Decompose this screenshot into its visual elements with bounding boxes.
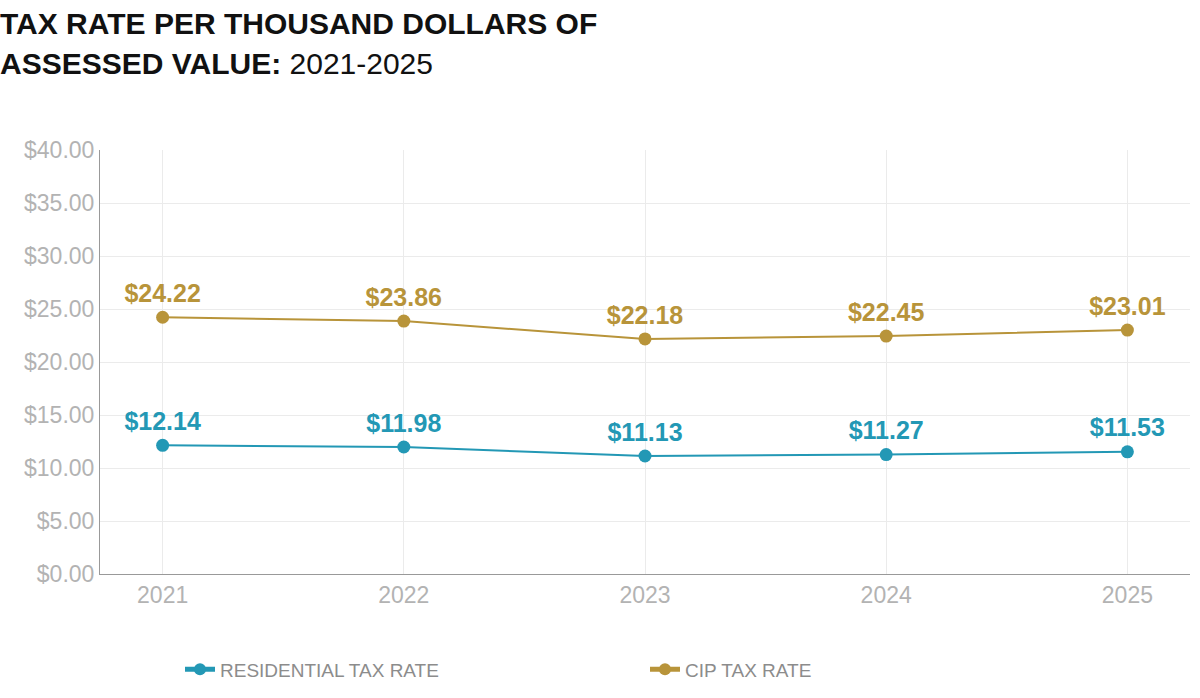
svg-text:$11.27: $11.27 bbox=[849, 416, 924, 444]
html-text:TAX RATE PER THOUSAND DOLLARS: TAX RATE PER THOUSAND DOLLARS OF ASSESSE… bbox=[0, 7, 598, 80]
svg-text:$22.18: $22.18 bbox=[607, 301, 684, 329]
svg-text:$11.98: $11.98 bbox=[366, 409, 441, 437]
svg-text:CIP TAX RATE: CIP TAX RATE bbox=[685, 660, 811, 681]
svg-text:$40.00: $40.00 bbox=[24, 137, 94, 163]
svg-text:$12.14: $12.14 bbox=[124, 407, 201, 435]
svg-text:2022: 2022 bbox=[378, 582, 429, 608]
svg-text:2021: 2021 bbox=[137, 582, 188, 608]
svg-text:2023: 2023 bbox=[619, 582, 670, 608]
svg-text:$0.00: $0.00 bbox=[37, 561, 95, 587]
svg-text:$25.00: $25.00 bbox=[24, 296, 94, 322]
svg-text:$35.00: $35.00 bbox=[24, 190, 94, 216]
svg-text:$22.45: $22.45 bbox=[848, 298, 925, 326]
svg-text:$24.22: $24.22 bbox=[124, 279, 200, 307]
svg-text:$5.00: $5.00 bbox=[37, 508, 95, 534]
svg-text:$30.00: $30.00 bbox=[24, 243, 94, 269]
svg-text:$15.00: $15.00 bbox=[24, 402, 94, 428]
svg-text:$23.86: $23.86 bbox=[366, 283, 442, 311]
svg-text:$10.00: $10.00 bbox=[24, 455, 94, 481]
svg-text:2025: 2025 bbox=[1102, 582, 1153, 608]
svg-text:$23.01: $23.01 bbox=[1089, 292, 1166, 320]
svg-text:RESIDENTIAL TAX RATE: RESIDENTIAL TAX RATE bbox=[220, 660, 439, 681]
svg-text:2024: 2024 bbox=[861, 582, 912, 608]
svg-text:$11.13: $11.13 bbox=[607, 418, 682, 446]
svg-text:$11.53: $11.53 bbox=[1090, 413, 1165, 441]
svg-text:$20.00: $20.00 bbox=[24, 349, 94, 375]
